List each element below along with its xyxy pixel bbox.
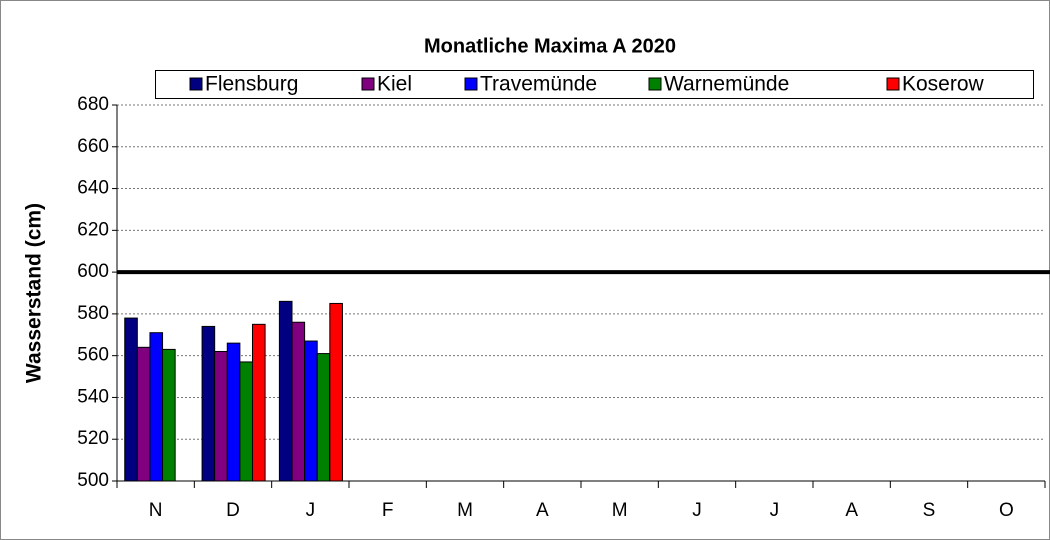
bar — [304, 340, 318, 482]
y-tick-label: 580 — [77, 303, 109, 324]
legend-swatch — [361, 77, 375, 91]
bar — [124, 317, 138, 482]
bar — [239, 361, 253, 482]
x-tick-label: J — [306, 500, 316, 521]
y-tick-label: 680 — [77, 94, 109, 115]
chart-title: Monatliche Maxima A 2020 — [424, 35, 676, 57]
x-tick-label: S — [923, 500, 936, 521]
legend-label: Warnemünde — [664, 73, 789, 96]
bar — [251, 323, 266, 482]
x-tick-label: A — [845, 500, 858, 521]
legend-swatch — [648, 77, 662, 91]
legend-label: Flensburg — [205, 73, 298, 96]
bar — [214, 350, 228, 482]
bar — [316, 353, 331, 482]
bar — [329, 302, 343, 482]
legend-label: Travemünde — [480, 73, 597, 96]
y-tick-label: 640 — [77, 178, 109, 199]
legend-swatch — [886, 77, 900, 91]
bar — [136, 346, 151, 482]
x-tick-label: M — [612, 500, 628, 521]
x-tick-label: M — [457, 500, 473, 521]
x-tick-label: A — [536, 500, 549, 521]
y-tick-label: 600 — [77, 261, 109, 282]
y-tick-label: 620 — [77, 219, 109, 240]
legend-label: Koserow — [902, 73, 985, 96]
y-tick-label: 500 — [77, 470, 109, 491]
bar — [162, 348, 176, 482]
bar — [201, 325, 216, 482]
x-tick-label: J — [770, 500, 780, 521]
y-tick-label: 660 — [77, 136, 109, 157]
x-tick-label: F — [382, 500, 394, 521]
legend-label: Kiel — [377, 73, 412, 96]
x-tick-label: N — [149, 500, 163, 521]
bar — [226, 342, 241, 482]
legend-swatch — [189, 77, 203, 91]
legend-swatch — [464, 77, 478, 91]
x-tick-label: J — [692, 500, 702, 521]
bar — [149, 332, 164, 482]
x-tick-label: O — [999, 500, 1014, 521]
bar — [291, 321, 306, 482]
bar — [278, 300, 293, 482]
y-tick-label: 560 — [77, 345, 109, 366]
y-tick-label: 520 — [77, 428, 109, 449]
y-axis-label: Wasserstand (cm) — [23, 203, 46, 383]
x-tick-label: D — [226, 500, 240, 521]
y-tick-label: 540 — [77, 386, 109, 407]
